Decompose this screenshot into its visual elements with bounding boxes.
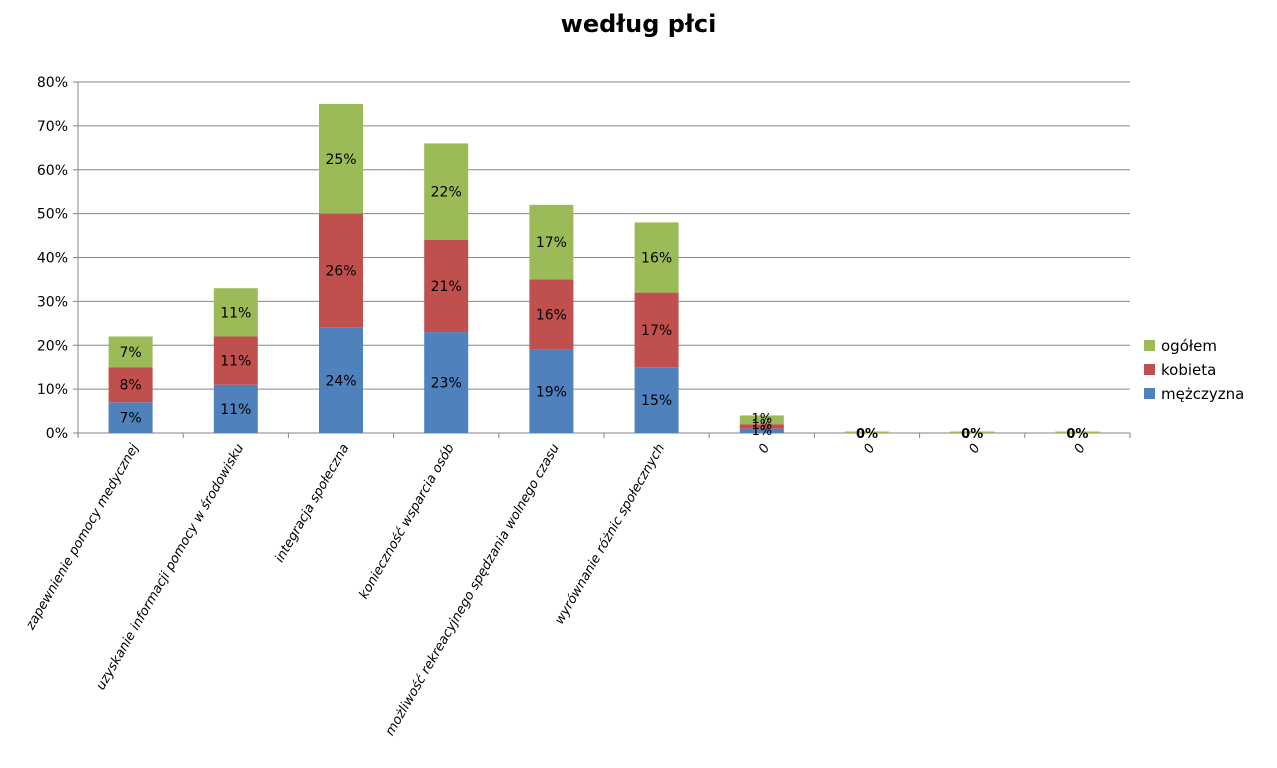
bar-kobieta-3 [424,239,469,333]
data-label: 7% [119,411,141,427]
bar-kobieta-5 [634,292,679,368]
bar-kobieta-2 [319,213,363,328]
bar-ogółem-2 [319,103,363,214]
x-category-label: integracja społeczna [272,441,352,565]
legend-swatch-ogółem [1144,340,1155,351]
y-tick-label: 40% [37,251,68,267]
bar-kobieta-6 [739,424,784,429]
data-label: 17% [536,235,567,251]
data-label: 17% [641,323,672,339]
bar-kobieta-1 [213,336,258,385]
bar-mężczyzna-6 [739,428,784,433]
y-tick-label: 80% [37,75,68,91]
data-label: 22% [431,185,462,201]
y-tick-label: 60% [37,163,68,179]
bar-mężczyzna-2 [319,327,363,433]
y-tick-label: 20% [37,338,68,354]
legend-label-ogółem: ogółem [1161,337,1217,355]
data-label: 23% [431,376,462,392]
bar-mężczyzna-4 [529,349,574,433]
chart-title: według płci [560,10,717,38]
y-tick-label: 10% [37,382,68,398]
bar-kobieta-4 [529,279,574,350]
x-category-label: konieczność wsparcia osób [357,442,458,602]
data-label: 25% [325,152,356,168]
data-label: 24% [325,373,356,389]
data-label: 8% [119,378,141,394]
x-category-label: 0 [967,442,984,457]
legend-swatch-kobieta [1144,364,1155,375]
data-label: 19% [536,384,567,400]
bar-ogółem-8 [950,431,995,433]
bar-ogółem-4 [529,204,574,280]
legend-label-mężczyzna: mężczyzna [1161,385,1244,403]
data-label: 11% [220,402,251,418]
x-category-label: wyrównanie różnic społecznych [552,442,668,628]
bar-mężczyzna-0 [108,402,153,433]
data-label: 1% [751,412,772,427]
data-label: 0% [856,427,878,442]
data-label: 11% [220,305,251,321]
data-label: 0% [1066,427,1088,442]
x-category-label: możliwość rekreacyjnego spędzania wolneg… [383,442,563,739]
data-label: 1% [751,424,772,439]
data-label: 1% [751,418,772,433]
bar-ogółem-5 [634,222,679,293]
bar-mężczyzna-5 [634,367,679,433]
x-category-label: zapewnienie pomocy medycznej [23,441,143,633]
x-category-label: 0 [756,442,773,457]
data-label: 21% [431,279,462,295]
bar-ogółem-0 [108,336,153,368]
y-tick-label: 0% [46,426,68,442]
bar-ogółem-6 [739,415,784,425]
bar-ogółem-9 [1055,431,1100,433]
data-label: 16% [536,308,567,324]
y-tick-label: 30% [37,294,68,310]
legend-label-kobieta: kobieta [1161,361,1216,379]
bar-ogółem-1 [213,288,258,337]
bar-mężczyzna-1 [213,384,258,433]
data-label: 7% [119,345,141,361]
data-label: 0% [961,427,983,442]
bar-ogółem-7 [845,431,889,433]
bar-kobieta-0 [108,367,153,403]
data-label: 26% [325,264,356,280]
y-tick-label: 70% [37,119,68,135]
data-label: 11% [220,354,251,370]
y-tick-label: 50% [37,207,68,223]
x-category-label: 0 [861,442,878,457]
bar-ogółem-3 [424,143,469,240]
data-label: 15% [641,393,672,409]
data-label: 16% [641,251,672,267]
legend-swatch-mężczyzna [1144,388,1155,399]
bar-mężczyzna-3 [424,332,469,433]
x-category-label: 0 [1072,442,1089,457]
